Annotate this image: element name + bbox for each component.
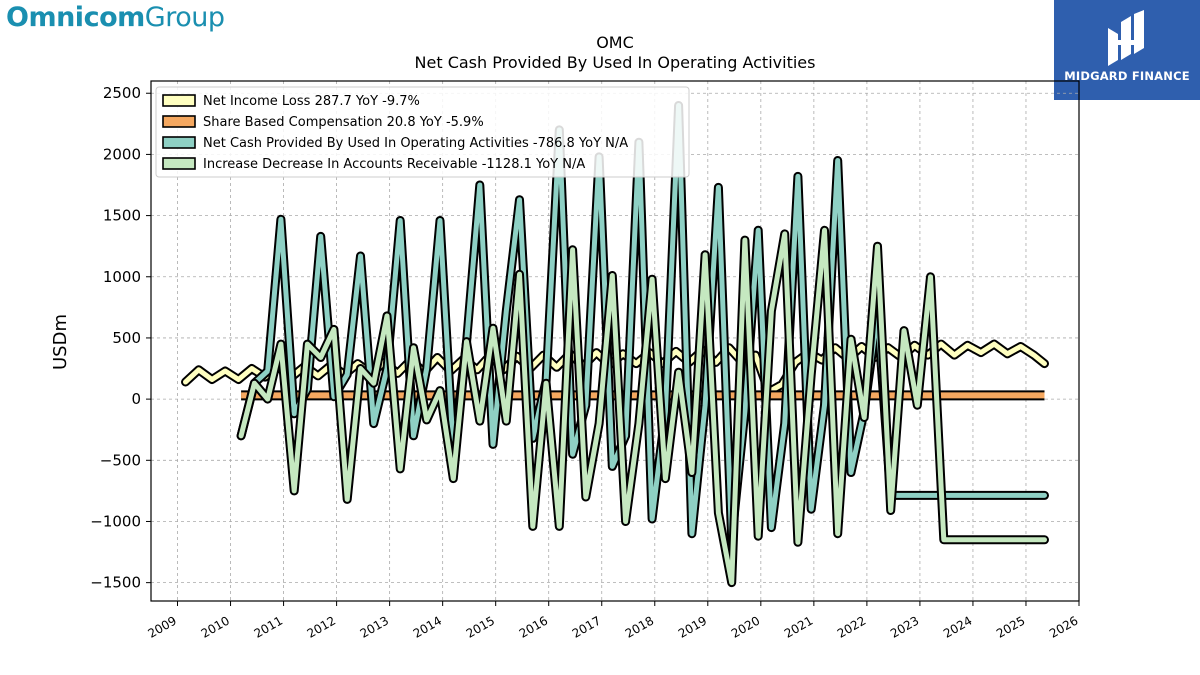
y-axis-label: USDm [50,314,71,370]
logo-part1: Omnicom [6,2,145,33]
y-tick-label: −500 [100,451,141,469]
y-tick-label: 500 [112,329,141,347]
legend-entry: Net Cash Provided By Used In Operating A… [203,136,628,151]
x-tick-label: 2010 [199,613,232,640]
y-tick-label: 2500 [103,84,141,102]
y-tick-label: −1500 [90,574,141,592]
legend-entry: Net Income Loss 287.7 YoY -9.7% [203,94,420,109]
y-tick-label: −1000 [90,512,141,530]
midgard-logo-icon [1108,10,1144,66]
x-tick-label: 2019 [676,613,709,640]
badge-text: MIDGARD FINANCE [1064,69,1190,83]
omnicom-logo: OmnicomGroup [6,2,225,33]
series-line [238,227,1047,586]
legend-entry: Increase Decrease In Accounts Receivable… [203,157,585,172]
x-tick-label: 2025 [994,613,1027,640]
series-3 [236,225,1049,588]
x-tick-label: 2022 [835,613,868,640]
legend: Net Income Loss 287.7 YoY -9.7% Share Bas… [155,86,690,178]
series-layer [181,101,1049,588]
legend-entry: Share Based Compensation 20.8 YoY -5.9% [203,115,484,130]
chart-title: OMC [596,33,634,52]
x-tick-label: 2016 [517,613,550,640]
y-tick-label: 1500 [103,207,141,225]
x-tick-label: 2014 [411,613,444,640]
x-tick-label: 2026 [1047,613,1080,640]
x-tick-label: 2009 [146,613,179,640]
x-tick-label: 2013 [358,613,391,640]
x-tick-label: 2012 [305,613,338,640]
plot-frame [150,80,1080,602]
y-ticks: −1500 −1000 −500 0 500 1000 1500 2000 2500 [90,84,151,592]
midgard-finance-badge: MIDGARD FINANCE [1054,0,1200,100]
x-tick-label: 2017 [570,613,603,640]
legend-swatch [162,94,196,107]
legend-box [155,86,690,178]
x-tick-label: 2024 [941,613,974,640]
legend-swatch [162,115,196,128]
x-ticks: 2009 2010 2011 2012 2013 2014 2015 2016 2017 2018… [146,601,1081,641]
x-tick-label: 2015 [464,613,497,640]
y-tick-label: 0 [131,390,141,408]
chart-subtitle: Net Cash Provided By Used In Operating A… [415,53,816,72]
logo-part2: Group [144,2,225,33]
legend-swatch [162,136,196,149]
y-tick-label: 1000 [103,268,141,286]
x-tick-label: 2011 [252,613,285,640]
legend-swatch [162,157,196,170]
x-tick-label: 2020 [729,613,762,640]
x-tick-label: 2018 [623,613,656,640]
x-tick-label: 2021 [782,613,815,640]
x-tick-label: 2023 [888,613,921,640]
y-tick-label: 2000 [103,145,141,163]
